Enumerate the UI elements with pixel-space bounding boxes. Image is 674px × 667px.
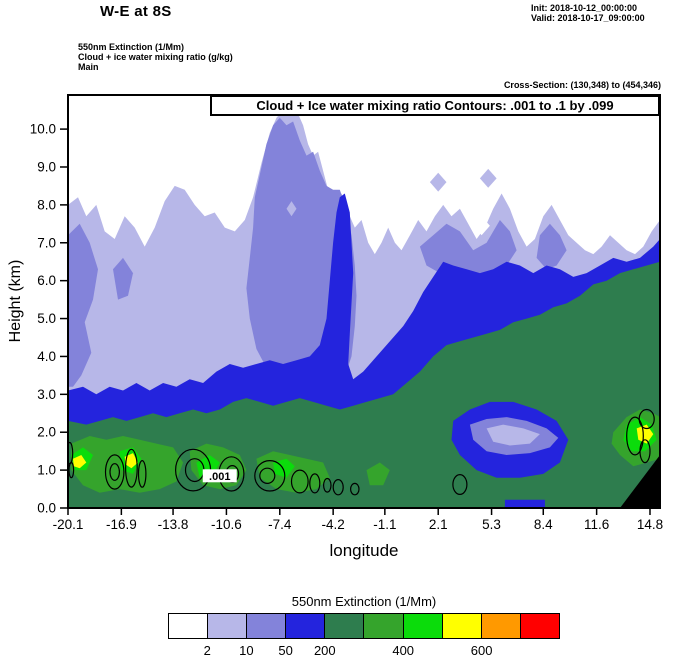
fill-region-lavender (286, 201, 297, 217)
colorbar-tick-label: 600 (470, 643, 493, 658)
mixing-ratio-contour-line (290, 469, 309, 494)
y-axis-label: Height (km) (7, 259, 24, 343)
y-tick-label: 8.0 (37, 197, 56, 212)
x-tick-label: 2.1 (429, 517, 448, 532)
field-line-extinction: 550nm Extinction (1/Mm) (78, 42, 185, 52)
x-tick-label: 14.8 (637, 517, 663, 532)
fill-region-lavender (429, 172, 447, 192)
y-tick-label: 10.0 (30, 122, 56, 137)
cross-section-plot: .001 -20.1 -16.9 -13.8 -10.6 -7.4 -4.2 -1.1 2.1 5… (30, 94, 663, 532)
colorbar-segment-periwinkle (247, 614, 287, 638)
colorbar-tick-label: 200 (313, 643, 336, 658)
mixing-ratio-contour-line (322, 477, 332, 493)
colorbar (168, 613, 560, 639)
colorbar-tick-label: 400 (392, 643, 415, 658)
colorbar-segment-lavender (208, 614, 248, 638)
mixing-ratio-contour-line (254, 459, 286, 492)
fill-region-yellow (124, 453, 138, 469)
fill-region-periwinkle (113, 257, 133, 300)
mixing-ratio-contour-line (349, 482, 360, 496)
fill-region-white (473, 216, 490, 236)
x-tick-label: 11.6 (584, 517, 609, 532)
fill-region-yellow (73, 455, 87, 469)
page-title: W-E at 8S (100, 3, 172, 20)
contour-label-box (202, 469, 237, 483)
x-tick-label: -7.4 (268, 517, 292, 532)
colorbar-segment-red (520, 614, 559, 638)
x-tick-label: -10.6 (211, 517, 242, 532)
fill-region-blue (504, 499, 545, 508)
x-tick-label: 8.4 (534, 517, 553, 532)
mixing-ratio-contour-line (109, 463, 120, 481)
init-time-label: Init: 2018-10-12_00:00:00 (531, 3, 638, 13)
run-times: Init: 2018-10-12_00:00:00 Valid: 2018-10… (531, 3, 645, 23)
x-tick-label: -13.8 (158, 517, 189, 532)
mixing-ratio-contour-line (309, 473, 321, 494)
x-tick-label: -1.1 (373, 517, 396, 532)
fill-region-periwinkle (536, 223, 567, 270)
y-tick-label: 9.0 (37, 159, 56, 174)
colorbar-segment-seagreen (325, 614, 365, 638)
mixing-ratio-contour-line (452, 474, 468, 496)
colorbar-tick-label: 50 (278, 643, 293, 658)
x-tick-label: -20.1 (53, 517, 84, 532)
cross-section-coords: Cross-Section: (130,348) to (454,346) (503, 80, 661, 90)
x-tick-label: -16.9 (106, 517, 137, 532)
y-tick-label: 1.0 (37, 463, 56, 478)
field-line-domain: Main (78, 62, 99, 72)
mixing-ratio-contour-line (104, 454, 125, 490)
x-tick-label: -4.2 (322, 517, 345, 532)
colorbar-segment-blue (286, 614, 326, 638)
contour-info-box: Cloud + Ice water mixing ratio Contours:… (210, 95, 660, 116)
y-tick-label: 2.0 (37, 425, 56, 440)
colorbar-title: 550nm Extinction (1/Mm) (291, 594, 437, 609)
mixing-ratio-contour-line (638, 408, 655, 430)
valid-time-label: Valid: 2018-10-17_09:00:00 (531, 13, 645, 23)
field-descriptions: 550nm Extinction (1/Mm) Cloud + ice wate… (78, 42, 233, 72)
plot-area: .001 -20.1 -16.9 -13.8 -10.6 -7.4 -4.2 -1.1 2.1 5… (30, 94, 663, 532)
colorbar-tick-label: 10 (239, 643, 254, 658)
mixing-ratio-contour-line (137, 460, 147, 488)
contour-fill-layer: .001 (68, 95, 660, 508)
colorbar-segment-brightgreen (403, 614, 443, 638)
y-tick-label: 3.0 (37, 387, 56, 402)
fill-region-green (366, 462, 390, 486)
field-line-mixing-ratio: Cloud + ice water mixing ratio (g/kg) (78, 52, 233, 62)
contour-label: .001 (209, 471, 230, 483)
y-tick-label: 5.0 (37, 311, 56, 326)
fill-region-black (620, 455, 660, 508)
mixing-ratio-contour-line (259, 467, 276, 484)
mixing-ratio-contour-line (125, 448, 138, 488)
colorbar-segment-green (364, 614, 404, 638)
x-tick-label: 5.3 (482, 517, 501, 532)
y-tick-label: 6.0 (37, 273, 56, 288)
y-tick-label: 0.0 (37, 501, 56, 516)
mixing-ratio-contour-line (639, 439, 651, 464)
fill-region-yellow (636, 424, 654, 444)
y-tick-label: 4.0 (37, 349, 56, 364)
mixing-ratio-contour-line (332, 479, 344, 496)
colorbar-segment-white (169, 614, 209, 638)
colorbar-segment-orange (481, 614, 521, 638)
x-axis-label: longitude (329, 541, 399, 560)
fill-region-periwinkle (68, 223, 98, 387)
y-tick-label: 7.0 (37, 235, 56, 250)
colorbar-tick-label: 2 (203, 643, 211, 658)
colorbar-segment-yellow (442, 614, 482, 638)
fill-region-lavender (479, 168, 497, 188)
fill-region-lavender (486, 424, 540, 446)
mixing-ratio-contour-line (626, 416, 644, 456)
